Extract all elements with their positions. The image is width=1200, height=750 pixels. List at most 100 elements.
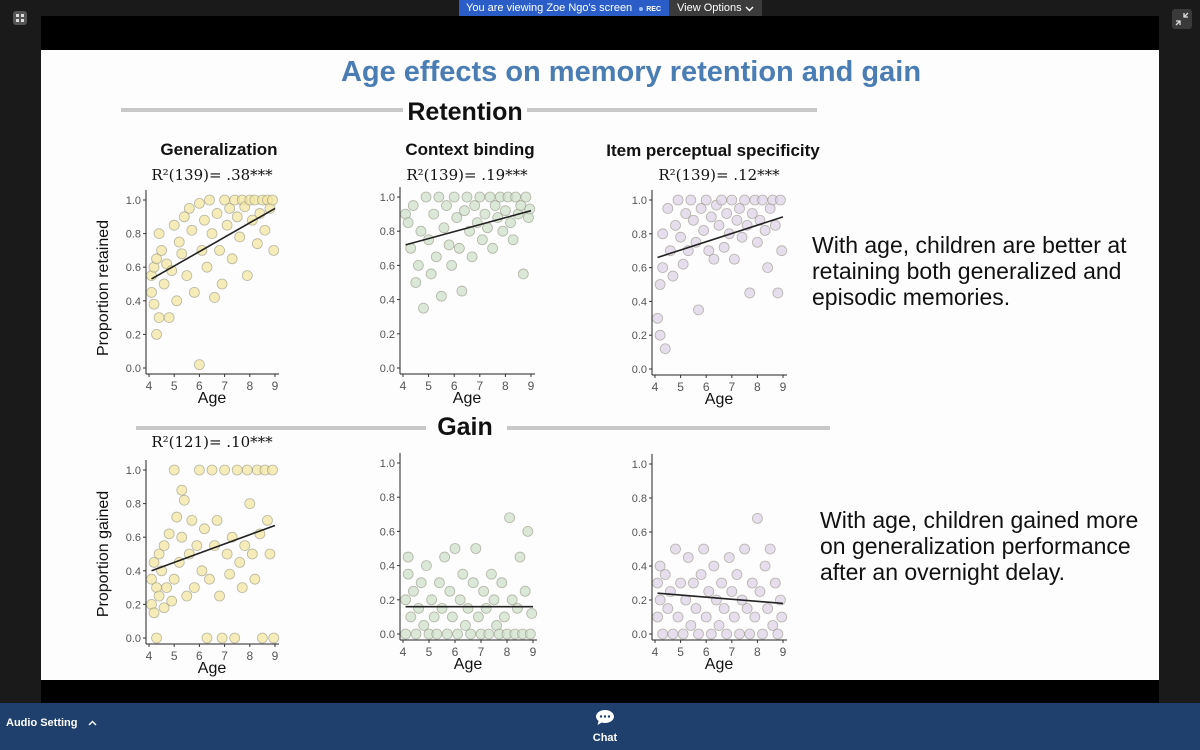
- data-point: [426, 594, 438, 606]
- data-point: [759, 225, 771, 236]
- data-point: [744, 287, 756, 299]
- data-point: [672, 194, 684, 206]
- y-tick-label: 0.6: [126, 262, 141, 274]
- col-title-context-binding: Context binding: [405, 140, 534, 159]
- r-squared-label: R²(139)= .19***: [406, 166, 528, 184]
- data-point: [470, 543, 482, 554]
- data-point: [231, 464, 243, 476]
- data-point: [657, 228, 669, 240]
- r-squared-label: R²(121)= .10***: [151, 433, 273, 451]
- note-retention: With age, children are better at retaini…: [812, 232, 1127, 310]
- data-point: [431, 628, 443, 640]
- data-point: [267, 464, 278, 476]
- x-tick-label: 5: [426, 645, 433, 659]
- data-point: [759, 560, 771, 572]
- data-point: [153, 590, 165, 602]
- data-point: [483, 628, 495, 640]
- data-point: [166, 595, 178, 607]
- data-point: [522, 525, 534, 537]
- meeting-toolbar: Audio Setting Chat: [0, 703, 1200, 750]
- view-options-button[interactable]: View Options: [669, 0, 762, 17]
- section-gain: Gain: [437, 413, 493, 441]
- data-point: [436, 602, 448, 614]
- x-tick-label: 5: [425, 379, 432, 393]
- data-point: [193, 464, 205, 476]
- data-point: [488, 594, 500, 606]
- data-point: [675, 577, 686, 589]
- x-tick-label: 5: [171, 379, 178, 393]
- data-point: [241, 464, 253, 476]
- data-point: [153, 312, 165, 324]
- data-point: [749, 611, 761, 623]
- data-point: [415, 225, 427, 237]
- y-tick-label: 1.0: [126, 465, 141, 477]
- data-point: [693, 304, 704, 316]
- data-point: [171, 295, 183, 307]
- y-tick-label: 0.2: [632, 595, 647, 607]
- data-point: [721, 628, 733, 640]
- data-point: [224, 202, 236, 214]
- y-tick-label: 1.0: [632, 459, 647, 471]
- trend-line: [151, 524, 276, 572]
- x-axis-label: Age: [705, 656, 734, 673]
- note-retention-line-3: episodic memories.: [812, 284, 1010, 310]
- rec-label: REC: [646, 6, 662, 13]
- data-point: [520, 191, 532, 203]
- data-point: [211, 208, 223, 219]
- data-point: [670, 543, 681, 555]
- x-tick-label: 6: [196, 649, 203, 663]
- data-point: [216, 278, 228, 290]
- x-tick-label: 8: [502, 379, 509, 393]
- data-point: [451, 212, 463, 223]
- note-gain-line-1: With age, children gained more: [820, 507, 1138, 533]
- collapse-icon: [1175, 12, 1189, 26]
- data-point: [241, 270, 253, 282]
- audio-setting-button[interactable]: Audio Setting: [6, 717, 97, 729]
- data-point: [685, 620, 697, 631]
- x-axis-label: Age: [705, 391, 734, 408]
- data-point: [769, 577, 781, 589]
- data-point: [206, 464, 218, 476]
- data-point: [654, 279, 666, 290]
- data-point: [415, 577, 427, 589]
- data-point: [441, 628, 453, 640]
- data-point: [161, 582, 173, 593]
- data-point: [739, 543, 750, 555]
- x-tick-label: 4: [146, 379, 153, 393]
- data-point: [726, 586, 738, 597]
- trend-line: [657, 216, 784, 259]
- data-point: [402, 551, 414, 563]
- y-tick-label: 0.8: [380, 492, 395, 504]
- data-point: [718, 241, 730, 253]
- data-point: [741, 603, 753, 614]
- data-point: [685, 194, 697, 206]
- scatter-chart-6: 0.0 0.2 0.4 0.6 0.8 1.0 4 5 6 7 8 9 Age: [632, 454, 788, 673]
- data-point: [158, 602, 170, 614]
- x-tick-label: 6: [703, 380, 710, 394]
- data-point: [153, 548, 165, 560]
- data-point: [268, 244, 280, 256]
- data-point: [178, 211, 190, 223]
- data-point: [256, 632, 268, 644]
- view-options-label: View Options: [677, 2, 742, 14]
- data-point: [657, 628, 669, 640]
- y-tick-label: 0.2: [126, 329, 141, 341]
- exit-fullscreen-button[interactable]: [1172, 9, 1192, 29]
- data-point: [268, 632, 280, 644]
- data-point: [506, 594, 518, 606]
- data-point: [452, 628, 464, 640]
- data-point: [504, 512, 516, 524]
- chat-label: Chat: [592, 732, 618, 744]
- data-point: [181, 270, 193, 282]
- chat-button[interactable]: Chat: [585, 709, 625, 744]
- data-point: [657, 262, 669, 274]
- data-point: [457, 568, 469, 580]
- trend-line: [657, 592, 784, 605]
- x-tick-label: 8: [246, 649, 253, 663]
- audio-setting-label: Audio Setting: [6, 717, 78, 729]
- data-point: [171, 511, 183, 523]
- x-tick-label: 6: [196, 379, 203, 393]
- grid-icon[interactable]: [13, 11, 27, 25]
- x-tick-label: 4: [400, 379, 407, 393]
- y-tick-label: 0.8: [632, 493, 647, 505]
